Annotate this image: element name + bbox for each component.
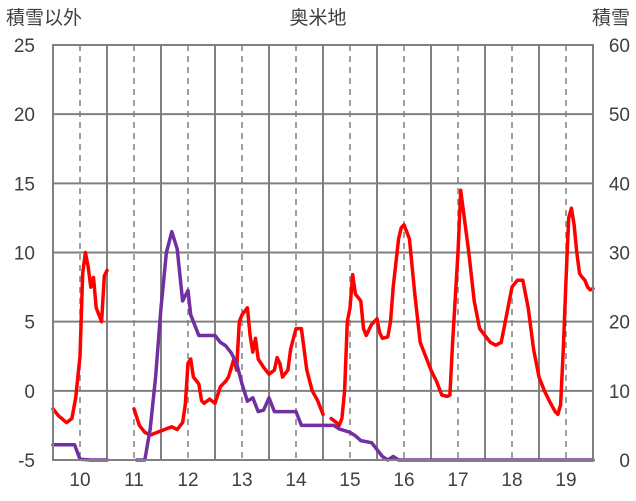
right-tick-label: 10 [609, 382, 630, 403]
plot-frame [52, 44, 594, 461]
left-tick-label: 20 [14, 105, 35, 126]
series-red-line-0 [51, 250, 109, 425]
left-axis-ticks: 25 20 15 10 5 0 -5 [14, 36, 35, 472]
right-tick-label: 50 [609, 105, 630, 126]
left-tick-label: 5 [24, 313, 35, 334]
x-tick-label: 13 [231, 470, 252, 491]
right-tick-label: 0 [619, 451, 630, 472]
x-axis-ticks: 10 11 12 13 14 15 16 17 18 19 [69, 470, 576, 491]
grid [53, 44, 593, 461]
left-tick-label: -5 [18, 451, 35, 472]
x-tick-label: 15 [339, 470, 360, 491]
right-tick-label: 30 [609, 244, 630, 265]
x-tick-label: 14 [285, 470, 307, 491]
x-tick-label: 19 [555, 470, 576, 491]
left-tick-label: 15 [14, 174, 35, 195]
right-axis-ticks: 60 50 40 30 20 10 0 [609, 36, 630, 472]
left-tick-label: 0 [24, 382, 35, 403]
right-tick-label: 20 [609, 313, 630, 334]
chart-title: 奥米地 [289, 7, 346, 29]
x-tick-label: 17 [447, 470, 468, 491]
x-tick-label: 10 [69, 470, 90, 491]
series-purple-line-1 [134, 229, 595, 462]
x-tick-label: 11 [124, 470, 144, 491]
series-red-line-2 [329, 188, 595, 428]
series-red-line-1 [132, 306, 325, 437]
x-tick-label: 12 [177, 470, 198, 491]
right-axis-label: 積雪 [592, 7, 630, 29]
right-tick-label: 60 [609, 36, 630, 57]
x-tick-label: 18 [501, 470, 522, 491]
left-tick-label: 25 [14, 36, 35, 57]
left-axis-label: 積雪以外 [6, 7, 82, 29]
right-tick-label: 40 [609, 174, 630, 195]
x-tick-label: 16 [393, 470, 414, 491]
left-tick-label: 10 [14, 244, 35, 265]
